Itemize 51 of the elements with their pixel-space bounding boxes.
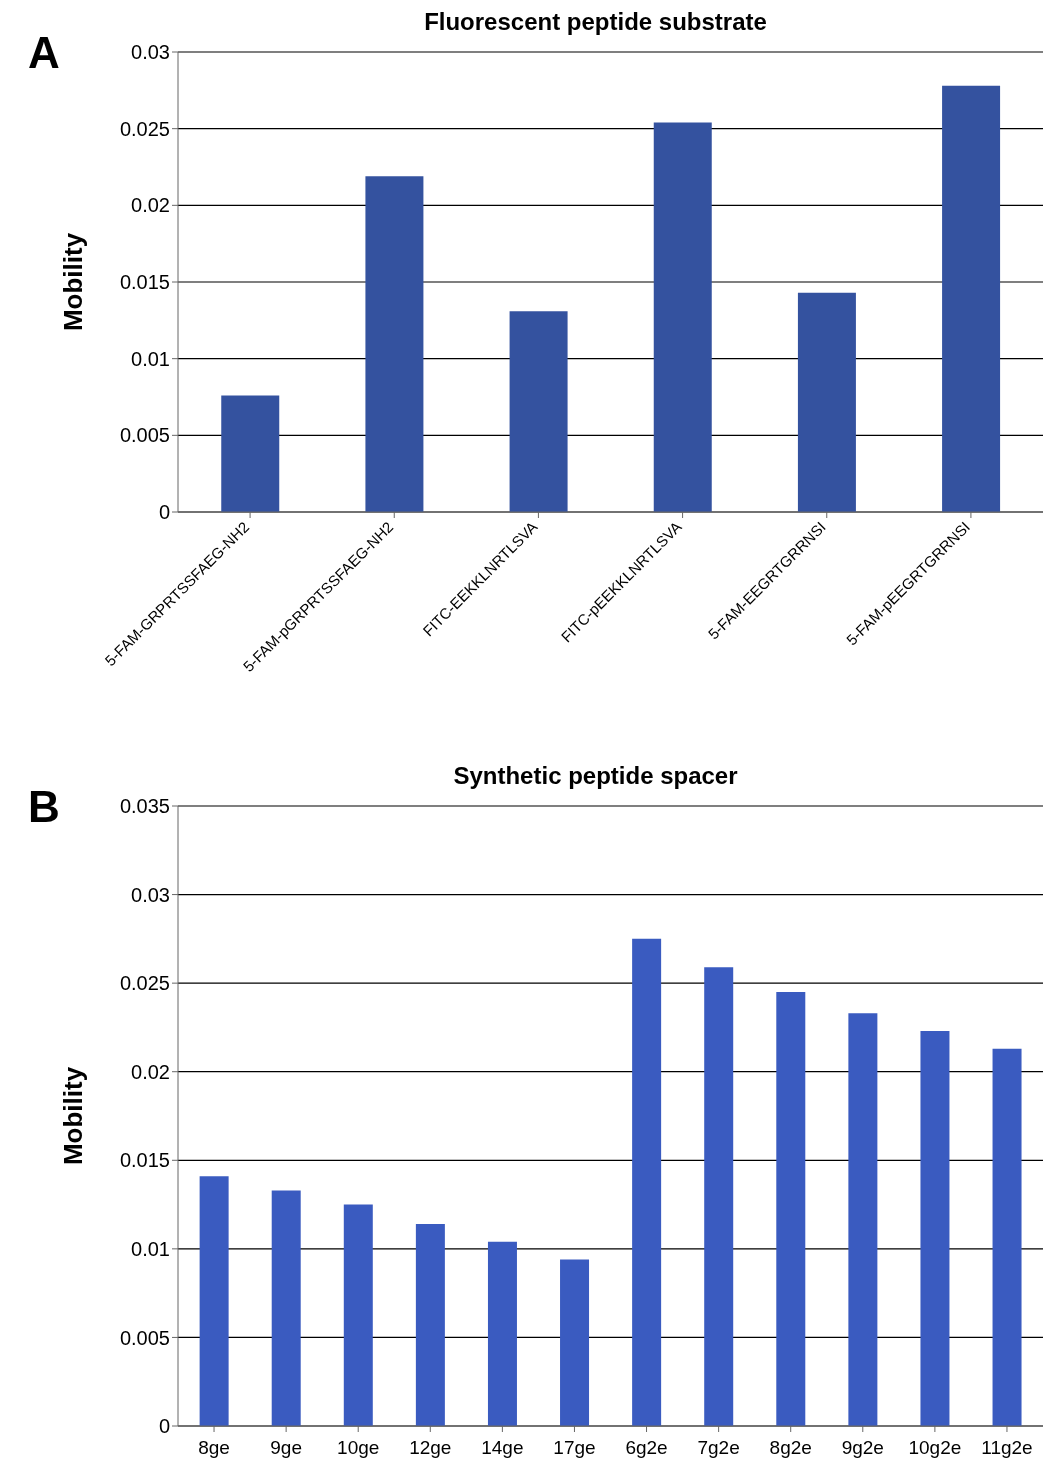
bar [365, 176, 424, 512]
bar [797, 292, 856, 512]
y-tick-label: 0.03 [131, 883, 170, 906]
bar [221, 395, 280, 512]
y-tick-label: 0.015 [119, 271, 170, 294]
bar [942, 85, 1001, 512]
x-tick-label: 8ge [198, 1437, 230, 1458]
y-tick-label: 0.005 [119, 1326, 170, 1349]
x-tick-label: 10g2e [908, 1437, 962, 1458]
y-axis-title: Mobility [58, 232, 89, 332]
x-tick-label: 14ge [481, 1437, 524, 1458]
bar [992, 1048, 1022, 1426]
x-tick-label: 9g2e [841, 1437, 884, 1458]
bar [199, 1176, 229, 1426]
bar [509, 311, 568, 512]
y-tick-label: 0.025 [119, 117, 170, 140]
bar [415, 1224, 445, 1426]
y-tick-label: 0.015 [119, 1149, 170, 1172]
text: A [28, 28, 60, 78]
bar [271, 1190, 301, 1426]
chart-title: Synthetic peptide spacer [453, 762, 738, 789]
y-tick-label: 0.035 [119, 795, 170, 818]
y-tick-label: 0.01 [131, 347, 170, 370]
text: B [28, 782, 60, 832]
y-tick-label: 0.03 [131, 41, 170, 64]
y-tick-label: 0.01 [131, 1237, 170, 1260]
y-tick-label: 0 [158, 501, 170, 524]
x-tick-label: 7g2e [697, 1437, 740, 1458]
x-tick-label: 17ge [553, 1437, 596, 1458]
y-axis-title: Mobility [58, 1066, 89, 1166]
bar [704, 967, 734, 1426]
y-tick-label: 0.025 [119, 972, 170, 995]
bar [343, 1204, 373, 1426]
bar [653, 122, 712, 512]
x-tick-label: 9ge [270, 1437, 302, 1458]
x-tick-label: 11g2e [981, 1437, 1033, 1458]
bar [560, 1259, 590, 1426]
y-tick-label: 0.02 [131, 1060, 170, 1083]
bar [632, 938, 662, 1426]
x-tick-label: 8g2e [769, 1437, 812, 1458]
y-tick-label: 0.005 [119, 424, 170, 447]
y-tick-label: 0.02 [131, 194, 170, 217]
bar [848, 1013, 878, 1426]
chart-title: Fluorescent peptide substrate [424, 8, 767, 35]
bar [920, 1030, 950, 1426]
x-tick-label: 6g2e [625, 1437, 668, 1458]
bar [776, 992, 806, 1426]
x-tick-label: 12ge [409, 1437, 452, 1458]
y-tick-label: 0 [158, 1415, 170, 1438]
bar [487, 1241, 517, 1426]
x-tick-label: 10ge [337, 1437, 380, 1458]
